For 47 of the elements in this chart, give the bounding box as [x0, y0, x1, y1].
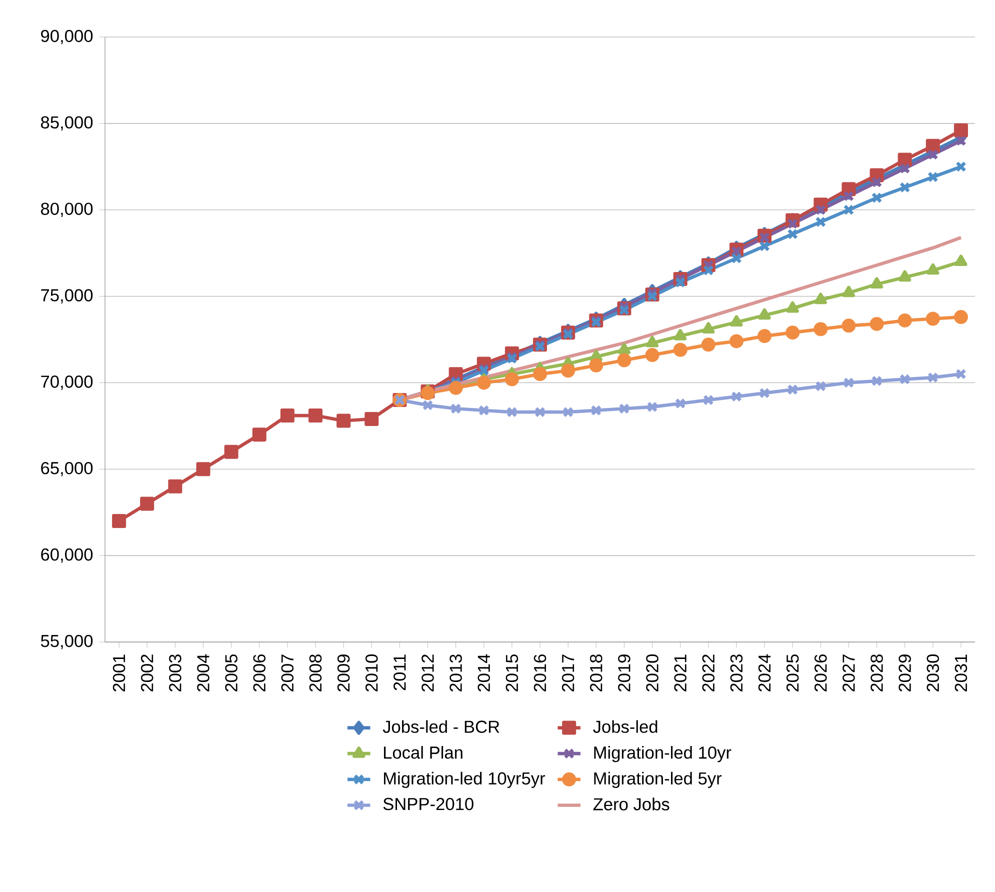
x-tick-label: 2019	[618, 654, 630, 692]
y-tick-label: 80,000	[41, 202, 93, 218]
x-tick-label: 2015	[506, 654, 518, 692]
legend-label: Migration-led 10yr5yr	[384, 772, 546, 788]
x-tick-label: 2029	[898, 654, 911, 692]
x-tick-label: 2016	[534, 654, 546, 692]
x-tick-label: 2017	[562, 654, 574, 692]
x-tick-label: 2024	[758, 654, 771, 692]
x-tick-label: 2008	[309, 654, 322, 692]
x-tick-label: 2010	[365, 654, 378, 692]
legend-label: Local Plan	[384, 746, 462, 759]
x-tick-label: 2021	[674, 654, 686, 692]
y-tick-label: 90,000	[41, 30, 93, 44]
x-tick-label: 2006	[253, 654, 266, 692]
x-tick-label: 2002	[140, 654, 154, 692]
legend-label: Jobs-led - BCR	[382, 720, 500, 733]
legend-label: Jobs-led	[593, 720, 658, 733]
legend-label: Migration-led 5yr	[594, 772, 722, 788]
y-tick-label: 65,000	[41, 462, 93, 476]
x-tick-label: 2025	[786, 654, 799, 692]
legend-label: Migration-led 10yr	[594, 746, 732, 762]
x-tick-label: 2031	[954, 654, 968, 692]
x-tick-label: 2020	[646, 654, 658, 692]
x-tick-label: 2007	[281, 654, 294, 692]
legend-label: Zero Jobs	[593, 798, 670, 810]
x-tick-label: 2027	[842, 654, 855, 692]
x-tick-label: 2003	[169, 654, 182, 692]
x-tick-label: 2030	[926, 654, 940, 692]
x-tick-label: 2011	[394, 654, 406, 690]
x-tick-label: 2004	[197, 654, 210, 692]
x-tick-label: 2028	[870, 654, 883, 692]
x-tick-label: 2018	[590, 654, 602, 692]
y-tick-label: 55,000	[40, 634, 93, 650]
x-tick-label: 2009	[337, 654, 350, 692]
x-tick-label: 2026	[814, 654, 827, 692]
y-tick-label: 75,000	[41, 289, 93, 304]
x-tick-label: 2023	[730, 654, 743, 692]
x-tick-label: 2012	[422, 654, 434, 692]
x-tick-label: 2022	[702, 654, 715, 692]
x-tick-label: 2014	[478, 654, 490, 692]
legend-label: SNPP-2010	[383, 798, 474, 810]
x-tick-label: 2005	[225, 654, 238, 692]
y-tick-label: 85,000	[41, 116, 93, 131]
x-tick-label: 2001	[112, 654, 126, 692]
y-tick-label: 70,000	[41, 376, 93, 390]
y-tick-label: 60,000	[41, 548, 93, 563]
x-tick-label: 2013	[450, 654, 462, 692]
